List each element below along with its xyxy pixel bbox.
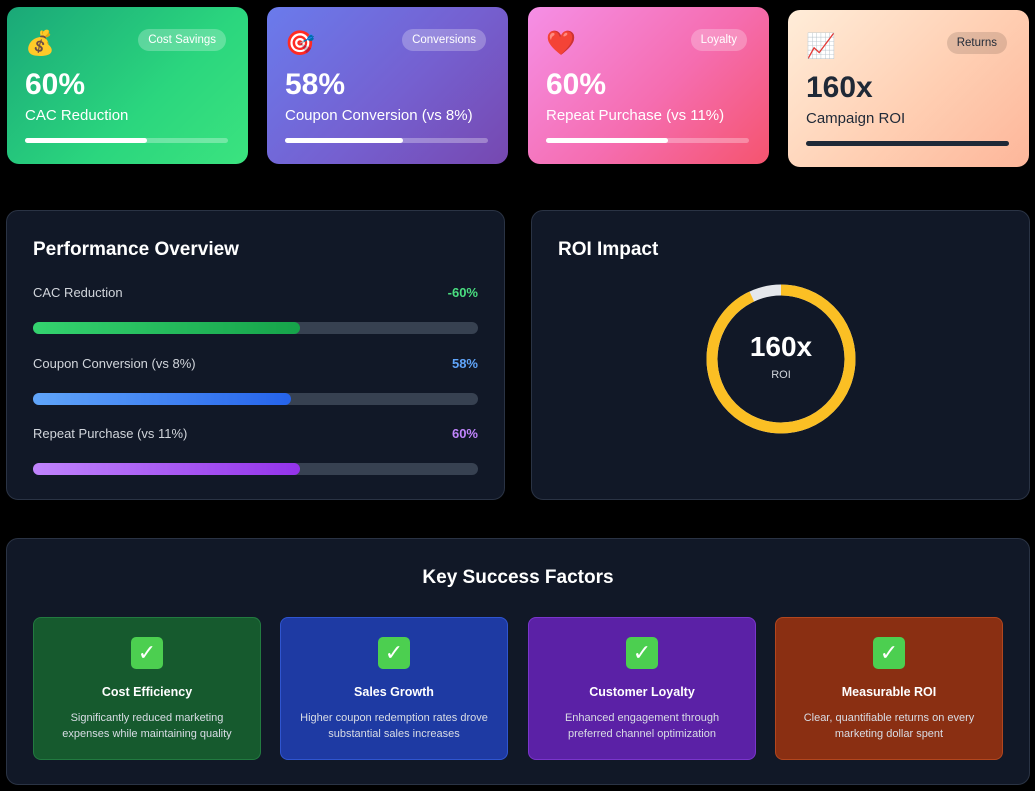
check-mark-icon: ✓	[378, 637, 410, 669]
metric-value: 60%	[546, 68, 607, 101]
target-icon: 🎯	[285, 29, 315, 57]
heart-icon: ❤️	[546, 29, 576, 57]
metric-value: 60%	[25, 68, 86, 101]
factor-card-customer-loyalty: ✓ Customer Loyalty Enhanced engagement t…	[528, 617, 756, 760]
metric-progress-fill	[285, 138, 403, 143]
roi-center: 160x ROI	[705, 283, 857, 435]
performance-track	[33, 393, 478, 405]
performance-label: Coupon Conversion (vs 8%)	[33, 356, 196, 371]
factor-description: Higher coupon redemption rates drove sub…	[300, 712, 488, 740]
factor-title: Measurable ROI	[841, 685, 937, 699]
metric-card-roi: 📈 Returns 160x Campaign ROI	[788, 10, 1029, 167]
chart-increasing-icon: 📈	[806, 32, 836, 60]
metric-badge: Loyalty	[690, 29, 747, 51]
metric-label: Coupon Conversion (vs 8%)	[285, 107, 473, 124]
metric-label: Repeat Purchase (vs 11%)	[546, 107, 725, 124]
metric-progress-fill	[806, 141, 1009, 146]
metric-badge: Conversions	[402, 29, 486, 51]
metric-badge: Returns	[946, 32, 1007, 54]
performance-value: 58%	[451, 356, 478, 371]
metric-progress-track	[285, 138, 488, 143]
metric-value: 160x	[806, 71, 873, 104]
key-success-factors-panel: Key Success Factors ✓ Cost Efficiency Si…	[6, 538, 1030, 785]
metric-label: CAC Reduction	[25, 107, 129, 124]
metric-badge: Cost Savings	[138, 29, 226, 51]
performance-overview-panel: Performance Overview CAC Reduction -60% …	[6, 210, 505, 500]
factor-title: Sales Growth	[354, 685, 434, 699]
performance-fill	[33, 463, 300, 475]
factor-card-measurable-roi: ✓ Measurable ROI Clear, quantifiable ret…	[775, 617, 1003, 760]
roi-donut	[706, 284, 856, 434]
factor-title: Cost Efficiency	[101, 685, 193, 699]
panel-title: Performance Overview	[33, 239, 239, 260]
money-bag-icon: 💰	[25, 29, 55, 57]
performance-label: Repeat Purchase (vs 11%)	[33, 426, 188, 441]
metric-card-cac: 💰 Cost Savings 60% CAC Reduction	[7, 7, 248, 164]
check-mark-icon: ✓	[873, 637, 905, 669]
metric-progress-fill	[25, 138, 147, 143]
metric-progress-track	[806, 141, 1009, 146]
performance-fill	[33, 393, 292, 405]
metric-card-loyalty: ❤️ Loyalty 60% Repeat Purchase (vs 11%)	[528, 7, 769, 164]
metric-progress-track	[546, 138, 749, 143]
performance-label: CAC Reduction	[33, 285, 123, 300]
factor-description: Significantly reduced marketing expenses…	[62, 712, 232, 740]
check-mark-icon: ✓	[131, 637, 163, 669]
factor-description: Enhanced engagement through preferred ch…	[564, 712, 720, 740]
roi-impact-panel: ROI Impact 160x ROI	[531, 210, 1030, 500]
performance-value: 60%	[451, 426, 478, 441]
metric-label: Campaign ROI	[806, 110, 906, 127]
factor-card-cost-efficiency: ✓ Cost Efficiency Significantly reduced …	[33, 617, 261, 760]
roi-label: ROI	[771, 369, 791, 381]
performance-fill	[33, 322, 300, 334]
panel-title: ROI Impact	[558, 239, 659, 260]
performance-track	[33, 463, 478, 475]
check-mark-icon: ✓	[626, 637, 658, 669]
metric-value: 58%	[285, 68, 346, 101]
panel-title: Key Success Factors	[422, 567, 614, 588]
metric-progress-fill	[546, 138, 668, 143]
roi-donut-arc	[706, 284, 856, 434]
metric-card-conversion: 🎯 Conversions 58% Coupon Conversion (vs …	[267, 7, 508, 164]
performance-value: -60%	[447, 285, 478, 300]
factor-title: Customer Loyalty	[589, 685, 695, 699]
roi-value: 160x	[749, 331, 813, 362]
performance-track	[33, 322, 478, 334]
factor-description: Clear, quantifiable returns on every mar…	[803, 712, 975, 740]
factor-card-sales-growth: ✓ Sales Growth Higher coupon redemption …	[280, 617, 508, 760]
metric-progress-track	[25, 138, 228, 143]
